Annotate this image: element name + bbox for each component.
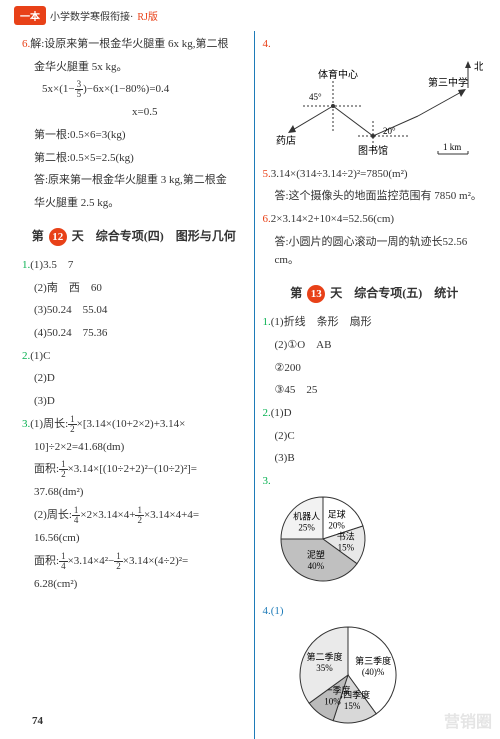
svg-text:第三季度: 第三季度 <box>355 655 391 666</box>
svg-text:图书馆: 图书馆 <box>358 144 388 157</box>
q-num: 5. <box>263 168 271 180</box>
r-q1: 1.(1)折线 条形 扇形 <box>263 313 487 332</box>
svg-text:泥塑: 泥塑 <box>306 550 324 560</box>
map-svg: 北 体育中心 第三中学 药店 图书馆 <box>263 56 483 161</box>
r-q3: 3. <box>263 472 487 491</box>
r-q2b: (2)C <box>263 427 487 446</box>
l-q1c: (3)50.24 55.04 <box>22 301 246 320</box>
q6-l6: 华火腿重 2.5 kg。 <box>22 194 246 213</box>
l-q1b: (2)南 西 60 <box>22 279 246 298</box>
q6-l5: 答:原来第一根金华火腿重 3 kg,第二根金 <box>22 171 246 190</box>
right-column: 4. 北 体育中心 <box>263 31 487 739</box>
direction-map: 北 体育中心 第三中学 药店 图书馆 <box>263 56 487 161</box>
svg-text:第二季度: 第二季度 <box>306 651 342 662</box>
q6-l4: 第二根:0.5×5=2.5(kg) <box>22 149 246 168</box>
q-num: 4. <box>263 38 271 50</box>
q6-eq1: 5x×(1−35)−6x×(1−80%)=0.4 <box>22 80 246 99</box>
r-q1d: ③45 25 <box>263 381 487 400</box>
frac: 35 <box>75 80 84 99</box>
l-q1d: (4)50.24 75.36 <box>22 324 246 343</box>
brand-badge: 一本 <box>14 6 46 25</box>
l-q3-4: 37.68(dm²) <box>22 483 246 502</box>
svg-text:机器人: 机器人 <box>293 510 320 521</box>
svg-text:40%: 40% <box>307 561 324 571</box>
r-q6b: 答:小圆片的圆心滚动一周的轨迹长52.56 cm。 <box>263 233 487 270</box>
l-q2b: (2)D <box>22 369 246 388</box>
l-q2c: (3)D <box>22 392 246 411</box>
l-q3-1: 3.(1)周长:12×[3.14×(10+2×2)+3.14× <box>22 415 246 434</box>
left-column: 6.解:设原来第一根金华火腿重 6x kg,第二根 金华火腿重 5x kg。 5… <box>22 31 246 739</box>
q-num: 6. <box>22 38 30 50</box>
svg-text:体育中心: 体育中心 <box>318 68 358 81</box>
q-num: 1. <box>263 316 271 328</box>
l-q3-7: 面积:14×3.14×4²−12×3.14×(4÷2)²= <box>22 552 246 571</box>
day12-header: 第 12 天 综合专项(四) 图形与几何 <box>22 227 246 246</box>
page-header: 一本 小学数学寒假衔接· RJ版 <box>0 0 500 29</box>
svg-text:25%: 25% <box>298 522 315 532</box>
svg-text:足球: 足球 <box>327 508 345 519</box>
r-q4: 4. <box>263 35 487 54</box>
r-q5b: 答:这个摄像头的地面监控范围有 7850 m²。 <box>263 187 487 206</box>
svg-text:药店: 药店 <box>276 134 296 147</box>
day-badge: 13 <box>307 285 325 303</box>
r-q1c: ②200 <box>263 359 487 378</box>
q-num: 2. <box>263 407 271 419</box>
q-num: 2. <box>22 350 30 362</box>
header-version: RJ版 <box>137 8 158 23</box>
q6-line: 6.解:设原来第一根金华火腿重 6x kg,第二根 <box>22 35 246 54</box>
day13-header: 第 13 天 综合专项(五) 统计 <box>263 284 487 303</box>
svg-text:1 km: 1 km <box>443 142 461 152</box>
watermark: 营销圈 <box>444 708 492 732</box>
svg-text:35%: 35% <box>316 663 333 673</box>
svg-text:第三中学: 第三中学 <box>428 76 468 89</box>
q-num: 3. <box>263 475 271 487</box>
l-q3-8: 6.28(cm²) <box>22 575 246 594</box>
l-q3-3: 面积:12×3.14×[(10÷2+2)²−(10÷2)²]= <box>22 460 246 479</box>
q-num: 3. <box>22 418 30 430</box>
l-q1: 1.(1)3.5 7 <box>22 256 246 275</box>
l-q3-5: (2)周长:14×2×3.14×4+12×3.14×4+4= <box>22 506 246 525</box>
svg-text:20°: 20° <box>383 126 396 136</box>
r-q5: 5.3.14×(314÷3.14÷2)²=7850(m²) <box>263 165 487 184</box>
svg-text:(40)%: (40)% <box>361 667 384 677</box>
column-divider <box>254 31 255 739</box>
q6-l3: 第一根:0.5×6=3(kg) <box>22 126 246 145</box>
l-q3-6: 16.56(cm) <box>22 529 246 548</box>
svg-text:15%: 15% <box>343 701 360 711</box>
page-number: 74 <box>32 715 43 727</box>
q-num: 1. <box>22 259 30 271</box>
svg-text:20%: 20% <box>328 520 345 530</box>
l-q3-2: 10]÷2×2=41.68(dm) <box>22 438 246 457</box>
q-num: 4. <box>263 605 271 617</box>
day-badge: 12 <box>49 228 67 246</box>
svg-text:45°: 45° <box>309 92 322 102</box>
north-label: 北 <box>474 61 483 73</box>
q6-l2: 金华火腿重 5x kg。 <box>22 58 246 77</box>
q6-eq2: x=0.5 <box>22 103 246 122</box>
r-q6: 6.2×3.14×2+10×4=52.56(cm) <box>263 210 487 229</box>
svg-text:10%: 10% <box>324 697 341 707</box>
svg-text:书法: 书法 <box>336 530 354 541</box>
r-q2: 2.(1)D <box>263 404 487 423</box>
r-q1b: (2)①O AB <box>263 336 487 355</box>
l-q2: 2.(1)C <box>22 347 246 366</box>
pie-chart-1: 足球20%书法15%泥塑40%机器人25% <box>263 491 487 598</box>
r-q4b: 4.(1) <box>263 602 487 621</box>
header-text: 小学数学寒假衔接· <box>50 8 133 23</box>
content: 6.解:设原来第一根金华火腿重 6x kg,第二根 金华火腿重 5x kg。 5… <box>0 29 500 739</box>
r-q2c: (3)B <box>263 449 487 468</box>
q-num: 6. <box>263 213 271 225</box>
